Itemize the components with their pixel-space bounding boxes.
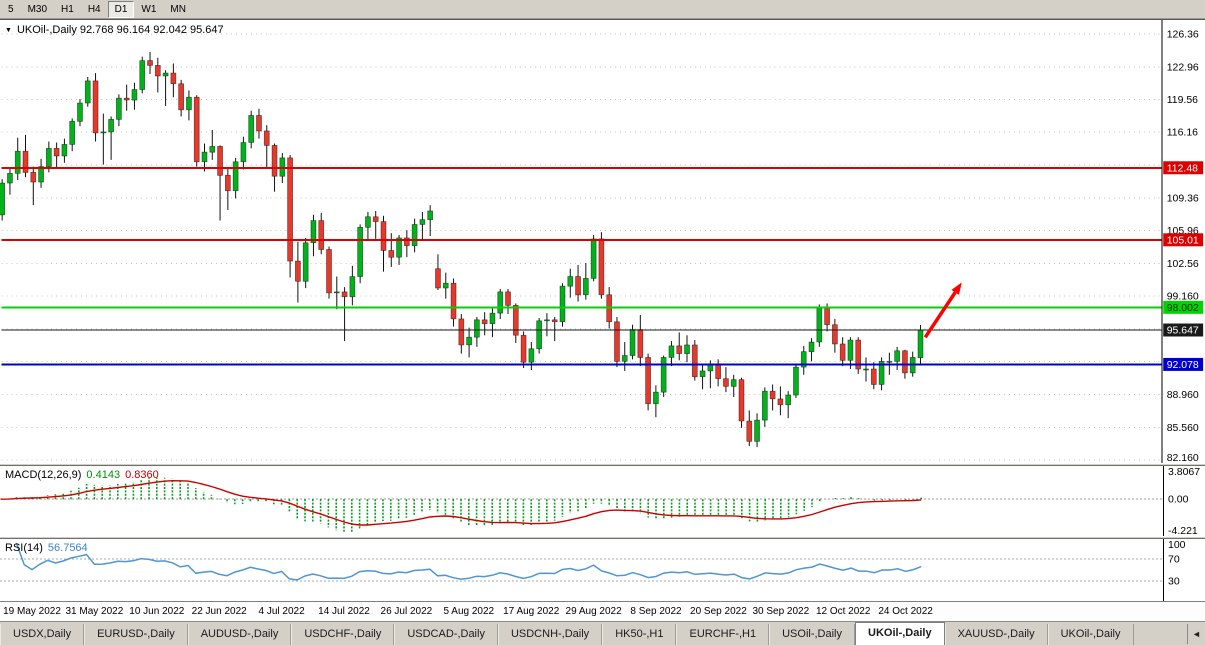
chart-title: ▼ UKOil-,Daily 92.768 96.164 92.042 95.6… [5, 24, 224, 36]
time-axis-label: 30 Sep 2022 [752, 606, 810, 617]
macd-indicator-panel[interactable]: 3.8067 0.00 -4.221 [0, 466, 1205, 536]
svg-text:116.16: 116.16 [1167, 128, 1198, 139]
svg-text:70: 70 [1168, 554, 1180, 566]
svg-text:0.00: 0.00 [1168, 494, 1189, 506]
time-axis-label: 14 Jul 2022 [318, 606, 370, 617]
svg-text:95.647: 95.647 [1167, 325, 1199, 336]
svg-text:92.078: 92.078 [1167, 360, 1199, 371]
trend-arrow[interactable] [923, 282, 962, 339]
macd-value-signal: 0.8360 [125, 469, 159, 481]
timeframe-button-w1[interactable]: W1 [141, 3, 157, 15]
svg-text:98.002: 98.002 [1167, 303, 1199, 314]
time-axis-label: 10 Jun 2022 [129, 606, 185, 617]
svg-text:-4.221: -4.221 [1168, 525, 1198, 536]
tab-xauusd-daily-10[interactable]: XAUUSD-,Daily [944, 624, 1048, 645]
macd-value-main: 0.4143 [86, 469, 121, 481]
svg-text:30: 30 [1168, 575, 1180, 587]
tab-ukoil-daily-9[interactable]: UKOil-,Daily [855, 622, 945, 645]
time-axis-label: 19 May 2022 [3, 606, 61, 617]
time-axis-label: 20 Sep 2022 [690, 606, 747, 617]
svg-text:82.160: 82.160 [1167, 453, 1199, 463]
time-axis-label: 22 Jun 2022 [191, 606, 247, 617]
svg-text:105.96: 105.96 [1167, 226, 1199, 237]
tab-usoil-daily-8[interactable]: USOil-,Daily [769, 624, 856, 645]
rsi-axis-labels: 100 70 30 [1168, 539, 1186, 587]
svg-text:119.56: 119.56 [1167, 95, 1198, 106]
chart-symbol-ohlc: UKOil-,Daily 92.768 96.164 92.042 95.647 [16, 24, 224, 36]
time-axis-label: 31 May 2022 [65, 606, 124, 617]
time-axis-label: 8 Sep 2022 [630, 606, 682, 617]
tab-usdx-daily-0[interactable]: USDX,Daily [0, 624, 85, 645]
candlesticks [0, 51, 924, 448]
rsi-name: RSI(14) [5, 542, 43, 554]
timeframe-button-d1[interactable]: D1 [107, 0, 135, 18]
panel-splitter-rsi[interactable] [0, 536, 1205, 539]
time-axis-label: 12 Oct 2022 [815, 606, 871, 617]
macd-name: MACD(12,26,9) [5, 469, 82, 481]
svg-text:100: 100 [1168, 539, 1186, 551]
time-axis-label: 24 Oct 2022 [878, 606, 933, 617]
tab-usdcad-daily-4[interactable]: USDCAD-,Daily [394, 624, 498, 645]
tab-eurusd-daily-1[interactable]: EURUSD-,Daily [84, 624, 188, 645]
time-axis-label: 26 Jul 2022 [380, 606, 433, 617]
timeframe-button-5[interactable]: 5 [8, 3, 14, 15]
macd-signal-line [0, 479, 922, 526]
svg-text:85.560: 85.560 [1167, 423, 1199, 434]
time-axis-label: 17 Aug 2022 [503, 606, 560, 617]
macd-histogram [7, 477, 923, 533]
svg-text:88.960: 88.960 [1167, 390, 1199, 401]
tab-ukoil-daily-11[interactable]: UKOil-,Daily [1047, 624, 1134, 645]
tab-scroll-left-icon: ◄ [1192, 629, 1201, 639]
horizontal-price-lines[interactable] [1, 166, 1163, 366]
svg-text:109.36: 109.36 [1167, 193, 1199, 204]
tab-eurchf-h1-7[interactable]: EURCHF-,H1 [676, 624, 770, 645]
timeframe-button-h4[interactable]: H4 [87, 3, 101, 15]
tab-usdcnh-daily-5[interactable]: USDCNH-,Daily [497, 624, 603, 645]
timeframe-button-m30[interactable]: M30 [27, 3, 48, 15]
svg-text:126.36: 126.36 [1167, 29, 1199, 40]
rsi-title: RSI(14) 56.7564 [5, 542, 88, 554]
svg-text:3.8067: 3.8067 [1168, 466, 1200, 478]
rsi-line [15, 542, 922, 581]
rsi-level-lines [0, 558, 1164, 582]
tab-scroll-left-button[interactable]: ◄ [1187, 624, 1205, 644]
price-axis-labels: 126.36 122.96 119.56 116.16 109.36 105.96 102.… [1163, 29, 1204, 463]
macd-axis-labels: 3.8067 0.00 -4.221 [1168, 466, 1200, 536]
time-axis-label: 29 Aug 2022 [565, 606, 622, 617]
timeframe-toolbar: 5 M30 H1 H4 D1 W1 MN [0, 0, 1205, 19]
svg-text:99.160: 99.160 [1167, 292, 1199, 303]
timeframe-button-h1[interactable]: H1 [61, 3, 74, 15]
macd-title: MACD(12,26,9) 0.4143 0.8360 [5, 469, 159, 481]
svg-text:102.56: 102.56 [1167, 259, 1199, 270]
svg-text:105.01: 105.01 [1167, 235, 1199, 246]
time-axis-label: 5 Aug 2022 [443, 606, 495, 617]
svg-text:112.48: 112.48 [1167, 163, 1198, 174]
time-axis: 19 May 2022 31 May 2022 10 Jun 2022 22 Jun … [0, 601, 1205, 621]
rsi-value: 56.7564 [47, 542, 88, 554]
svg-text:122.96: 122.96 [1167, 62, 1199, 73]
price-gridlines [1, 33, 1163, 461]
timeframe-button-mn[interactable]: MN [170, 3, 186, 15]
tab-hk50-h1-6[interactable]: HK50-,H1 [602, 624, 677, 645]
panel-splitter-macd[interactable] [0, 463, 1205, 466]
rsi-indicator-panel[interactable]: 100 70 30 [0, 539, 1205, 601]
tab-audusd-daily-2[interactable]: AUDUSD-,Daily [187, 624, 292, 645]
symbol-tab-bar: USDX,Daily EURUSD-,Daily AUDUSD-,Daily USDC… [0, 621, 1205, 645]
chart-collapse-icon[interactable]: ▼ [5, 26, 12, 34]
time-axis-label: 4 Jul 2022 [258, 606, 305, 617]
tab-usdchf-daily-3[interactable]: USDCHF-,Daily [291, 624, 395, 645]
main-price-chart[interactable]: 126.36 122.96 119.56 116.16 109.36 105.96 102.… [0, 19, 1205, 463]
